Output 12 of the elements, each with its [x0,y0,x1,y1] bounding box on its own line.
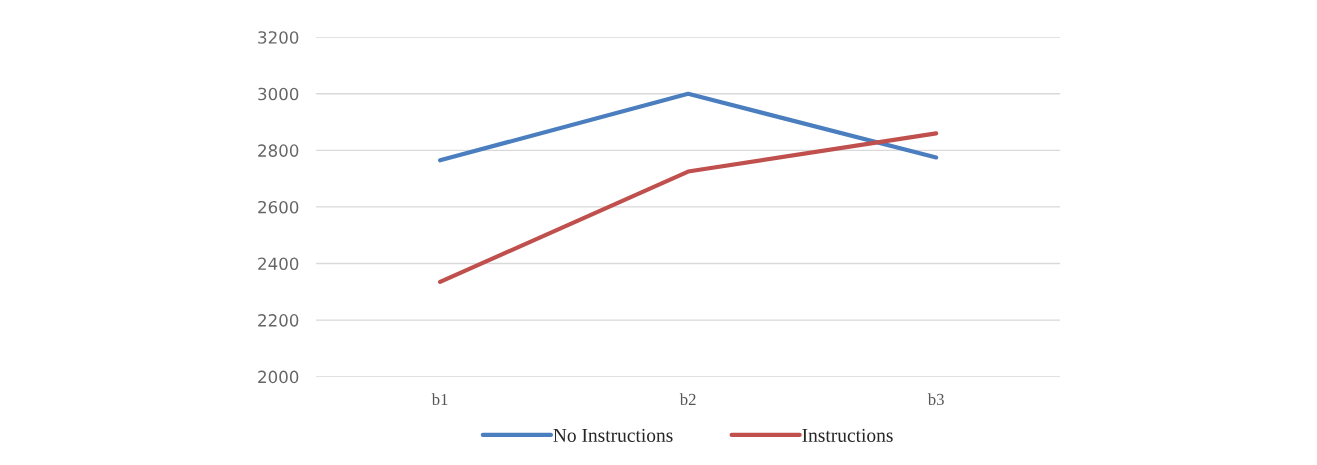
y-tick-label: 2600 [258,200,299,214]
x-tick-label: b1 [431,393,448,406]
x-tick-label: b3 [927,393,944,406]
x-tick-label: b2 [679,393,696,406]
y-tick-label: 3200 [258,31,299,44]
y-tick-label: 3000 [258,87,299,101]
y-tick-label: 2200 [258,314,299,327]
legend-label: No Instructions [553,428,673,442]
y-tick-label: 2000 [258,370,299,384]
legend-label: Instructions [802,428,893,442]
y-tick-label: 2400 [258,257,299,271]
y-tick-label: 2800 [258,144,299,157]
